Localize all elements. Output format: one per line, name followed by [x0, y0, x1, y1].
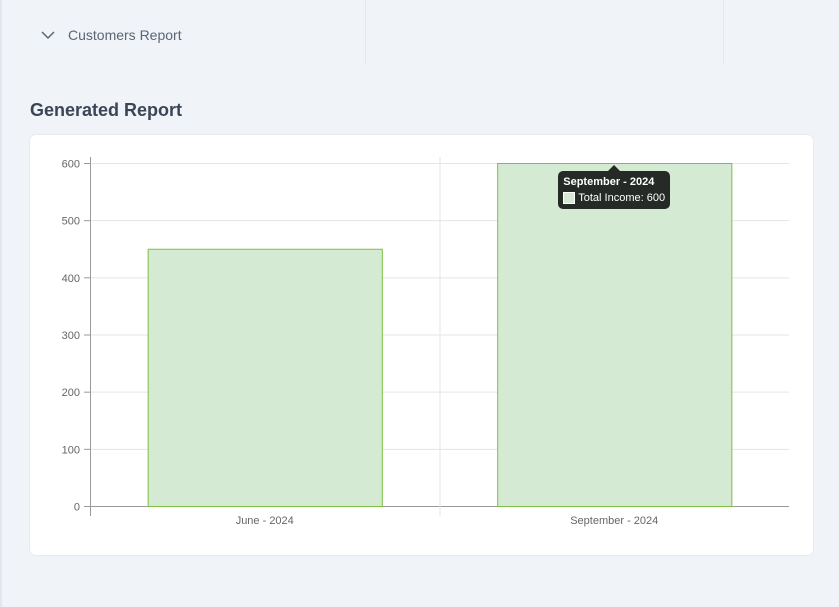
chart-tooltip: September - 2024 Total Income: 600 — [558, 165, 671, 209]
section-title: Generated Report — [30, 100, 183, 120]
bar-chart: 0 100 200 300 400 500 600 June - 2024 September … — [62, 157, 789, 527]
y-tick-label: 0 — [74, 502, 80, 514]
tooltip-title: September - 2024 — [563, 176, 655, 188]
report-chart-card: 0 100 200 300 400 500 600 June - 2024 September … — [30, 135, 813, 555]
x-tick-label: September - 2024 — [570, 515, 658, 527]
bar — [497, 163, 733, 507]
x-tick-label: June - 2024 — [236, 515, 294, 527]
tooltip-row: Total Income: 600 — [563, 192, 665, 204]
y-tick-label: 500 — [62, 216, 80, 228]
y-tick-label: 400 — [62, 273, 80, 285]
y-tick-label: 300 — [62, 330, 80, 342]
left-edge-border — [0, 0, 2, 607]
column-divider — [723, 0, 724, 64]
bar — [147, 248, 383, 507]
report-options-row: Customers Report — [0, 0, 839, 64]
tooltip-label: Total Income: 600 — [578, 192, 666, 204]
y-tick-label: 600 — [62, 159, 80, 171]
chevron-down-icon — [40, 27, 56, 43]
customers-report-label: Customers Report — [68, 27, 182, 43]
y-tick-label: 200 — [62, 387, 80, 399]
column-divider — [365, 0, 366, 64]
y-tick-label: 100 — [62, 444, 80, 456]
tooltip-color-swatch — [563, 192, 576, 204]
customers-report-toggle[interactable]: Customers Report — [40, 24, 182, 46]
